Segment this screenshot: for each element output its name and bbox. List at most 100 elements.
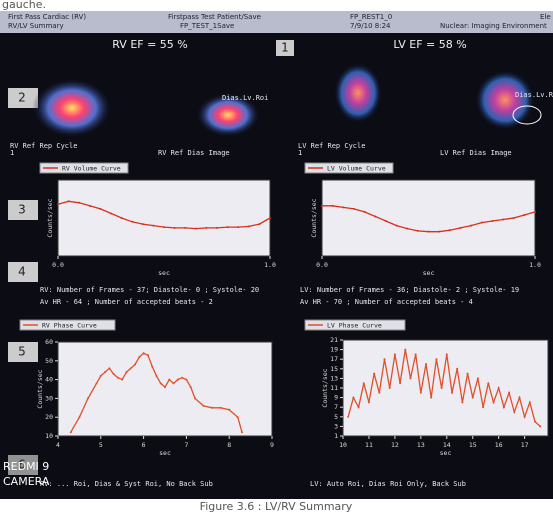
y-tick-label: 1	[334, 432, 338, 440]
data-point	[181, 376, 184, 379]
data-point	[461, 401, 464, 404]
data-point	[205, 226, 208, 229]
data-point	[216, 226, 218, 229]
data-point	[236, 416, 239, 419]
y-tick-label: 19	[330, 346, 338, 354]
data-point	[414, 353, 417, 356]
data-point	[373, 372, 376, 375]
legend-box	[39, 162, 129, 174]
data-point	[487, 382, 490, 385]
data-point	[471, 396, 474, 399]
x-axis-label: sec	[158, 269, 170, 277]
data-point	[482, 406, 485, 409]
x-tick-label: 0.0	[52, 261, 64, 269]
data-point	[347, 415, 350, 418]
data-point	[512, 217, 515, 219]
legend-label: RV Volume Curve	[62, 165, 121, 173]
data-point	[409, 377, 412, 380]
x-tick-label: 4	[56, 441, 60, 449]
data-point	[99, 207, 102, 210]
y-tick-label: 10	[45, 432, 53, 440]
data-point	[112, 372, 115, 375]
y-tick-label: 50	[45, 357, 53, 365]
image-label: LV Ref Dias Image	[440, 149, 512, 157]
x-tick-label: 15	[469, 441, 477, 449]
data-point	[172, 382, 175, 385]
data-point	[108, 367, 111, 370]
data-point	[129, 367, 132, 370]
x-tick-label: 5	[99, 441, 103, 449]
footer-line: LV: Auto Roi, Dias Roi Only, Back Sub	[310, 480, 466, 488]
y-tick-label: 21	[330, 336, 338, 344]
data-point	[202, 404, 205, 407]
data-point	[211, 406, 214, 409]
data-point	[528, 401, 531, 404]
y-axis-label: Counts/sec	[46, 198, 54, 237]
x-tick-label: 1.0	[529, 261, 541, 269]
data-point	[427, 230, 430, 233]
data-point	[523, 415, 526, 418]
header-text: First Pass Cardiac (RV)	[8, 13, 86, 21]
data-point	[173, 226, 176, 229]
info-line: Av HR - 64 ; Number of accepted beats - …	[40, 298, 213, 306]
marker: 6	[18, 458, 26, 472]
x-tick-label: 6	[142, 441, 146, 449]
x-tick-label: 1.0	[264, 261, 276, 269]
data-point	[110, 212, 112, 215]
data-point	[459, 226, 462, 229]
x-tick-label: 16	[495, 441, 503, 449]
data-point	[159, 382, 162, 385]
data-point	[99, 374, 102, 377]
info-line: Av HR - 70 ; Number of accepted beats - …	[300, 298, 473, 306]
data-point	[404, 348, 407, 351]
data-point	[164, 386, 166, 389]
plot-area	[57, 341, 273, 437]
data-point	[406, 227, 409, 230]
watermark: CAMERA	[3, 475, 50, 488]
data-point	[142, 352, 145, 355]
x-axis-label: sec	[440, 449, 452, 457]
marker: 3	[18, 203, 26, 217]
x-tick-label: 8	[227, 441, 231, 449]
data-point	[383, 358, 386, 361]
info-line: LV: Number of Frames - 36; Diastole- 2 ;…	[300, 286, 519, 294]
x-tick-label: 10	[339, 441, 347, 449]
data-point	[151, 365, 154, 368]
data-point	[456, 367, 459, 370]
data-point	[189, 386, 192, 389]
x-tick-label: 7	[184, 441, 188, 449]
y-axis-label: Counts/sec	[321, 368, 329, 407]
data-point	[116, 376, 119, 379]
data-point	[384, 220, 387, 223]
marker: 1	[281, 41, 289, 55]
marker: 4	[18, 265, 26, 279]
data-point	[416, 229, 419, 232]
data-point	[146, 354, 149, 357]
data-point	[352, 207, 355, 210]
y-tick-label: 9	[334, 394, 338, 402]
caption: Figure 3.6 : LV/RV Summary	[200, 500, 353, 512]
data-point	[141, 223, 144, 226]
plot-area	[321, 179, 536, 257]
roi-label: Dias.Lv.Roi	[222, 94, 268, 102]
data-point	[362, 382, 365, 385]
data-point	[502, 218, 505, 221]
header-text: FP_REST1_0	[350, 13, 392, 21]
data-point	[219, 406, 222, 409]
data-point	[168, 378, 171, 381]
legend-label: LV Phase Curve	[327, 322, 382, 330]
data-point	[57, 203, 59, 206]
y-tick-label: 5	[334, 413, 338, 421]
data-point	[163, 226, 165, 229]
data-point	[69, 431, 72, 434]
image-label: RV Ref Rep Cycle	[10, 142, 77, 150]
y-tick-label: 11	[330, 384, 338, 392]
data-point	[134, 363, 137, 366]
x-tick-label: 9	[270, 441, 274, 449]
image-label: RV Ref Dias Image	[158, 149, 230, 157]
data-point	[450, 391, 453, 394]
data-point	[67, 200, 70, 203]
data-point	[269, 217, 271, 219]
data-point	[438, 230, 441, 233]
x-tick-label: 14	[443, 441, 451, 449]
